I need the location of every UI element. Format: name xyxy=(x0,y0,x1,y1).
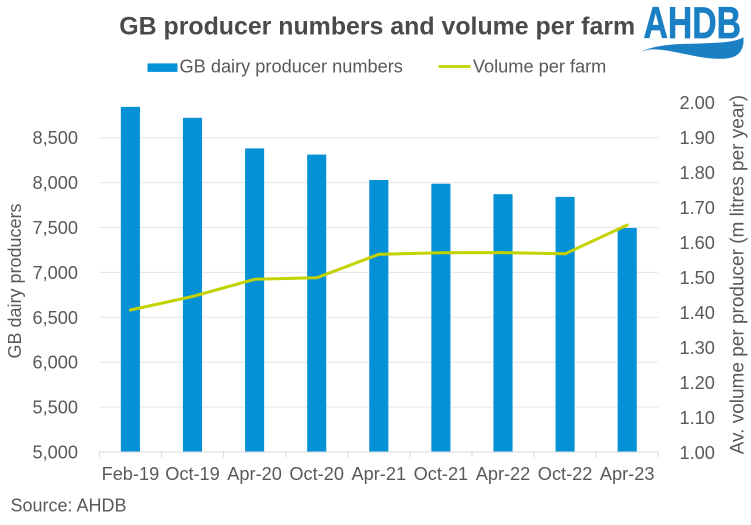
svg-text:Apr-20: Apr-20 xyxy=(227,464,282,484)
svg-text:7,000: 7,000 xyxy=(32,263,78,283)
svg-text:1.60: 1.60 xyxy=(680,233,715,253)
svg-text:Apr-21: Apr-21 xyxy=(352,464,407,484)
svg-text:8,500: 8,500 xyxy=(32,128,78,148)
svg-text:6,500: 6,500 xyxy=(32,308,78,328)
svg-text:1.70: 1.70 xyxy=(680,198,715,218)
svg-text:1.80: 1.80 xyxy=(680,163,715,183)
svg-text:1.20: 1.20 xyxy=(680,373,715,393)
svg-text:AHDB: AHDB xyxy=(644,0,741,48)
svg-text:1.90: 1.90 xyxy=(680,128,715,148)
svg-text:5,000: 5,000 xyxy=(32,443,78,463)
svg-text:5,500: 5,500 xyxy=(32,398,78,418)
svg-text:Apr-23: Apr-23 xyxy=(600,464,655,484)
svg-text:GB producer numbers and volume: GB producer numbers and volume per farm xyxy=(119,13,635,41)
svg-text:GB dairy producers: GB dairy producers xyxy=(5,203,25,358)
svg-text:Oct-20: Oct-20 xyxy=(289,464,344,484)
svg-text:Oct-19: Oct-19 xyxy=(165,464,220,484)
svg-text:8,000: 8,000 xyxy=(32,173,78,193)
svg-text:1.00: 1.00 xyxy=(680,443,715,463)
svg-text:Feb-19: Feb-19 xyxy=(102,464,160,484)
svg-text:Oct-21: Oct-21 xyxy=(414,464,469,484)
svg-text:7,500: 7,500 xyxy=(32,218,78,238)
svg-text:Apr-22: Apr-22 xyxy=(476,464,531,484)
svg-text:1.30: 1.30 xyxy=(680,338,715,358)
svg-text:Av. volume per producer (m lit: Av. volume per producer (m litres per ye… xyxy=(727,95,748,454)
svg-text:Oct-22: Oct-22 xyxy=(538,464,593,484)
svg-text:Source: AHDB: Source: AHDB xyxy=(11,495,127,515)
svg-text:6,000: 6,000 xyxy=(32,353,78,373)
svg-text:2.00: 2.00 xyxy=(680,93,715,113)
svg-text:1.10: 1.10 xyxy=(680,408,715,428)
svg-text:Volume per farm: Volume per farm xyxy=(473,57,606,77)
svg-text:1.40: 1.40 xyxy=(680,303,715,323)
svg-text:1.50: 1.50 xyxy=(680,268,715,288)
svg-text:GB dairy producer numbers: GB dairy producer numbers xyxy=(180,57,403,77)
